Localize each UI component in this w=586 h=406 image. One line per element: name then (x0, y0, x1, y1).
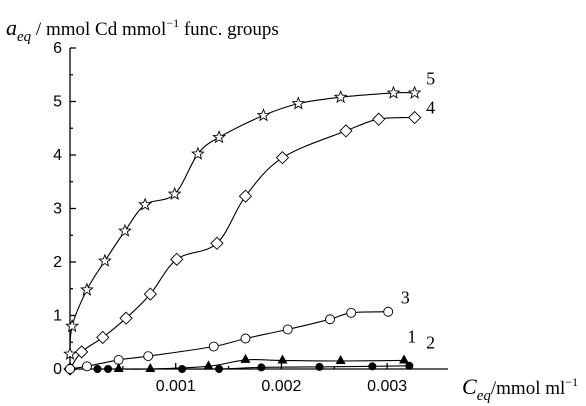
y-tick-label: 3 (53, 201, 62, 218)
series-2-curve (97, 365, 410, 370)
data-point-star (256, 108, 271, 122)
data-point-star (98, 253, 112, 267)
series-label-1: 1 (407, 326, 416, 346)
y-tick-label: 2 (53, 254, 62, 271)
data-point-triangle (203, 360, 214, 370)
data-point-circle (383, 306, 394, 317)
data-point-triangle (277, 354, 288, 364)
data-point-circle (65, 364, 75, 374)
series-5-markers (63, 85, 422, 360)
data-point-circle (346, 307, 357, 318)
series-label-5: 5 (426, 68, 435, 88)
data-point-dot (178, 365, 187, 373)
data-point-circle (240, 333, 251, 344)
data-point-star (138, 197, 152, 211)
data-point-star (167, 186, 182, 200)
y-tick-label: 1 (53, 308, 62, 325)
x-tick-label: 0.003 (367, 378, 407, 395)
series-3-markers (65, 306, 394, 374)
y-tick-label: 5 (53, 94, 62, 111)
series-labels: 5 4 3 1 2 (401, 68, 435, 352)
tick-labels: 0 1 2 3 4 5 6 0.001 0.002 0.003 (53, 40, 407, 395)
series-markers (63, 85, 422, 376)
data-point-dot (315, 362, 324, 371)
data-point-diamond (210, 236, 224, 250)
data-point-circle (81, 361, 92, 372)
data-point-star (212, 130, 226, 144)
data-point-diamond (170, 252, 184, 266)
series-1-markers (113, 353, 410, 372)
series-4-curve (69, 117, 415, 370)
series-3-curve (69, 311, 389, 370)
data-point-diamond (74, 345, 89, 359)
data-point-triangle (335, 354, 346, 364)
series-label-2: 2 (426, 333, 435, 353)
data-point-diamond (96, 330, 110, 345)
series-label-3: 3 (401, 288, 410, 308)
data-point-dot (93, 365, 102, 373)
data-point-star (333, 89, 348, 104)
data-point-circle (325, 314, 336, 325)
x-tick-label: 0.001 (156, 378, 196, 395)
data-point-triangle (113, 363, 124, 372)
data-point-dot (215, 365, 224, 373)
data-point-diamond (143, 287, 157, 301)
y-tick-label: 0 (53, 361, 62, 378)
data-point-diamond (119, 311, 133, 325)
data-point-diamond (339, 124, 353, 138)
data-point-star (407, 85, 422, 99)
data-point-dot (104, 365, 113, 373)
data-point-star (386, 85, 401, 99)
data-point-diamond (238, 189, 253, 203)
data-point-circle (208, 341, 219, 352)
data-point-star (291, 96, 306, 110)
data-point-star (80, 282, 94, 296)
data-point-diamond (275, 151, 290, 165)
data-point-triangle (399, 354, 410, 364)
y-tick-label: 6 (53, 40, 62, 57)
data-point-star (118, 223, 132, 237)
data-point-diamond (407, 110, 422, 125)
data-point-dot (257, 363, 266, 372)
series-5-curve (69, 92, 415, 355)
x-tick-label: 0.002 (261, 378, 301, 395)
data-point-circle (143, 351, 154, 362)
y-tick-label: 4 (53, 147, 62, 164)
series-label-4: 4 (426, 97, 435, 117)
data-point-star (63, 346, 77, 360)
data-point-dot (405, 361, 414, 370)
x-axis-title: Ceq/mmol ml−1 (462, 374, 578, 404)
data-point-star (65, 318, 79, 333)
data-point-star (191, 146, 205, 160)
y-axis-title: aeq / mmol Cd mmol−1 func. groups (6, 15, 279, 45)
data-point-triangle (145, 363, 156, 372)
data-point-triangle (240, 353, 251, 363)
data-point-dot (368, 362, 377, 371)
data-point-diamond (372, 112, 386, 126)
series-2-markers (93, 361, 414, 373)
data-point-circle (282, 324, 293, 335)
